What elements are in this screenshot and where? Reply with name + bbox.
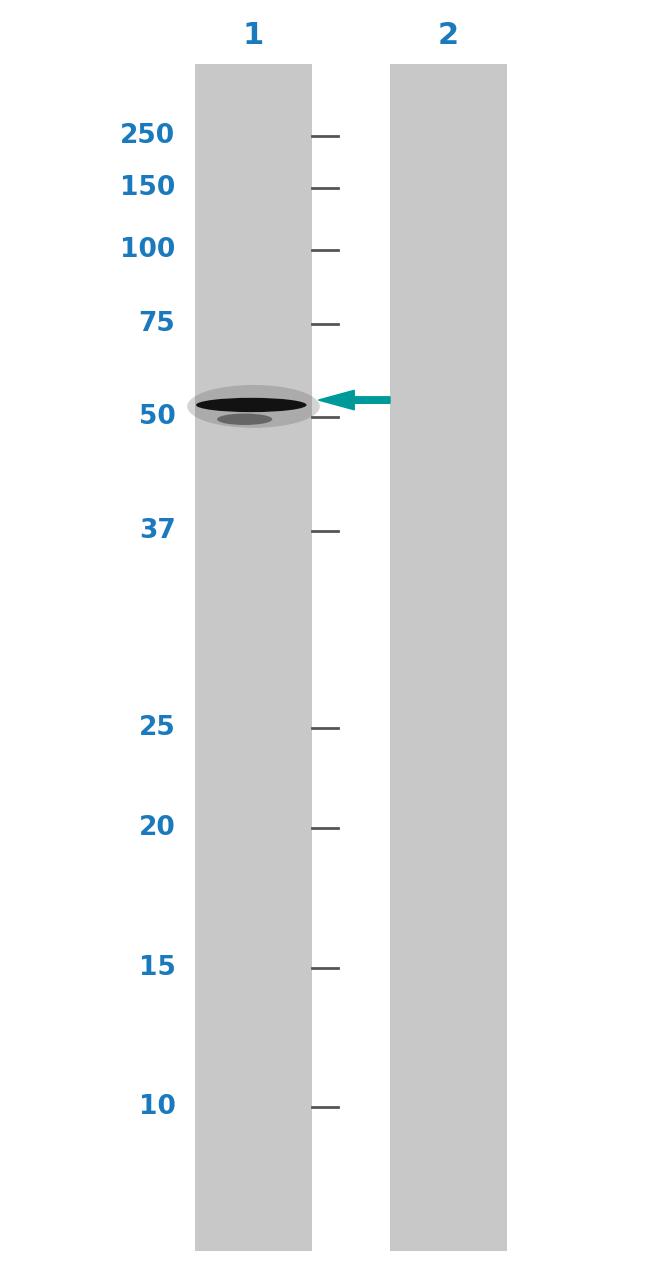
FancyArrow shape: [318, 390, 390, 410]
Text: 150: 150: [120, 175, 176, 201]
Text: 100: 100: [120, 237, 176, 263]
Ellipse shape: [187, 385, 320, 428]
Text: 25: 25: [138, 715, 176, 740]
Bar: [390, 64, 507, 1251]
Text: 20: 20: [138, 815, 176, 841]
Text: 50: 50: [138, 404, 176, 429]
Bar: [195, 64, 312, 1251]
Text: 250: 250: [120, 123, 176, 149]
Text: 10: 10: [138, 1095, 176, 1120]
Ellipse shape: [217, 414, 272, 425]
Ellipse shape: [196, 398, 307, 413]
Text: 1: 1: [243, 22, 264, 50]
Text: 2: 2: [438, 22, 459, 50]
Text: 75: 75: [138, 311, 176, 337]
Text: 15: 15: [138, 955, 176, 980]
Text: 37: 37: [138, 518, 176, 544]
